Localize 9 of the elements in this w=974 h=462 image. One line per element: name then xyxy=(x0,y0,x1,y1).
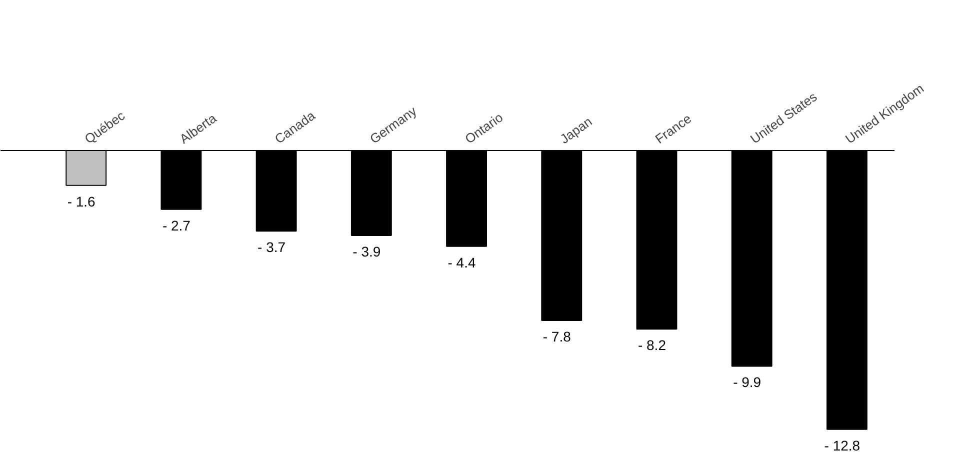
data-label: - 3.7 xyxy=(258,239,286,256)
data-label: - 2.7 xyxy=(162,217,191,234)
data-label: - 1.6 xyxy=(67,193,96,210)
data-label: - 12.8 xyxy=(824,437,860,454)
data-label: - 8.2 xyxy=(638,337,666,354)
data-label: - 4.4 xyxy=(448,254,476,270)
data-label: - 3.9 xyxy=(352,243,381,260)
data-label: - 7.8 xyxy=(542,328,572,344)
data-label: - 9.9 xyxy=(733,374,762,390)
